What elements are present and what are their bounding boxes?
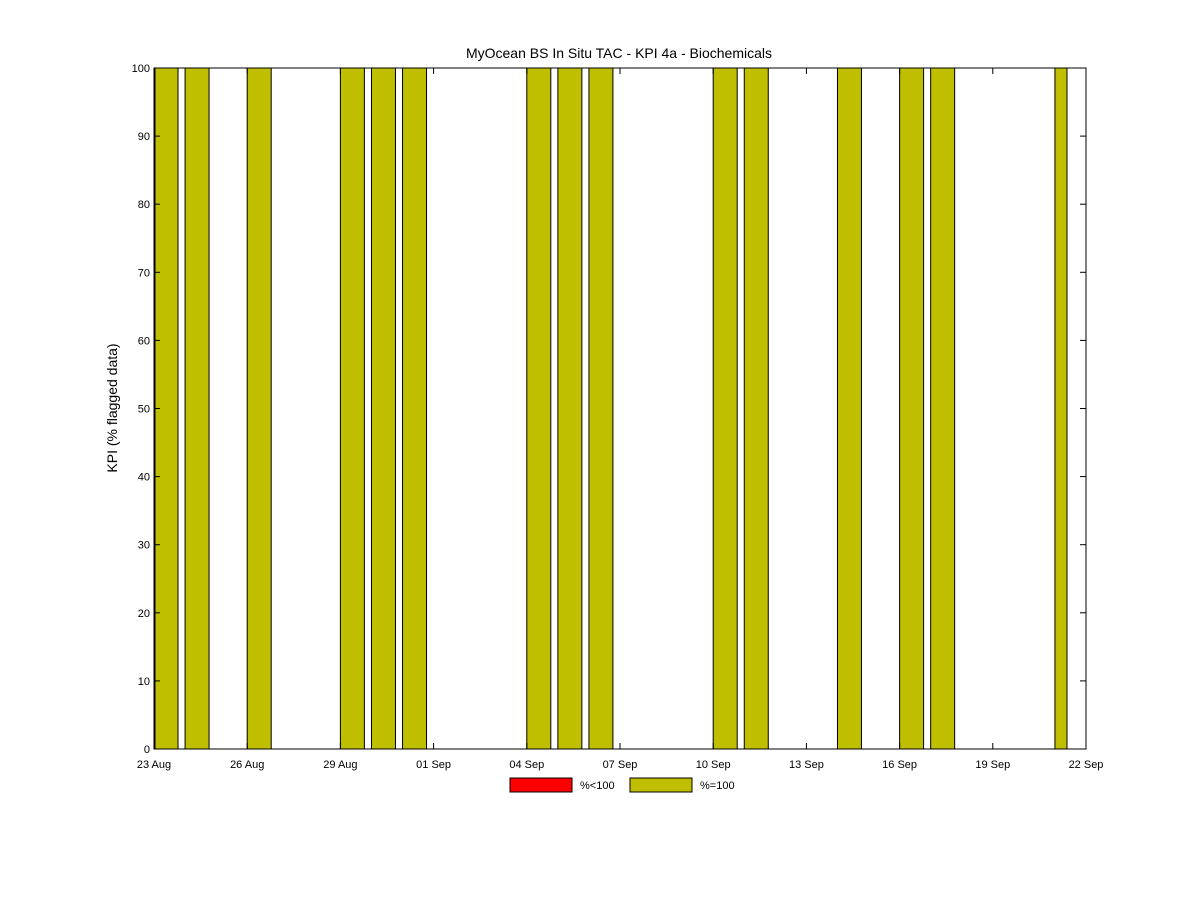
legend-swatch xyxy=(629,777,693,793)
y-tick-label: 70 xyxy=(138,267,150,279)
y-axis-label: KPI (% flagged data) xyxy=(104,343,120,472)
x-tick-label: 23 Aug xyxy=(137,759,171,771)
bar-17-sep xyxy=(930,67,956,750)
y-tick-label: 80 xyxy=(138,199,150,211)
bar-29-aug xyxy=(339,67,365,750)
bar-10-sep xyxy=(712,67,738,750)
x-axis-ticks: 23 Aug 26 Aug 29 Aug 01 Sep 04 Sep 07 Sep 10 S… xyxy=(137,68,1104,771)
bar-30-aug xyxy=(370,67,396,750)
legend-label: %<100 xyxy=(580,780,615,792)
legend-label: %=100 xyxy=(700,780,735,792)
x-tick-label: 07 Sep xyxy=(603,759,638,771)
bar-05-sep xyxy=(557,67,583,750)
bar-21-sep xyxy=(1054,67,1068,750)
y-tick-label: 20 xyxy=(138,608,150,620)
y-tick-label: 100 xyxy=(132,63,150,75)
y-tick-label: 0 xyxy=(144,744,150,756)
x-tick-label: 22 Sep xyxy=(1069,759,1104,771)
y-tick-label: 50 xyxy=(138,404,150,416)
x-tick-label: 10 Sep xyxy=(696,759,731,771)
x-tick-label: 26 Aug xyxy=(230,759,264,771)
x-tick-label: 29 Aug xyxy=(323,759,357,771)
legend-swatch xyxy=(509,777,573,793)
y-tick-label: 40 xyxy=(138,472,150,484)
chart-title: MyOcean BS In Situ TAC - KPI 4a - Bioche… xyxy=(466,45,772,61)
bar-24-aug xyxy=(184,67,210,750)
y-tick-label: 90 xyxy=(138,131,150,143)
bar-11-sep xyxy=(743,67,769,750)
bar-14-sep xyxy=(836,67,862,750)
x-tick-label: 19 Sep xyxy=(975,759,1010,771)
legend: %<100 %=100 xyxy=(509,777,735,793)
x-tick-label: 04 Sep xyxy=(509,759,544,771)
bar-26-aug xyxy=(246,67,272,750)
x-tick-label: 01 Sep xyxy=(416,759,451,771)
x-tick-label: 13 Sep xyxy=(789,759,824,771)
bars-layer xyxy=(154,67,1068,750)
bar-06-sep xyxy=(588,67,614,750)
x-tick-label: 16 Sep xyxy=(882,759,917,771)
bar-31-aug xyxy=(402,67,428,750)
y-tick-label: 10 xyxy=(138,676,150,688)
bar-16-sep xyxy=(899,67,925,750)
bar-04-sep xyxy=(526,67,552,750)
y-tick-label: 30 xyxy=(138,540,150,552)
y-axis-ticks: 0 10 20 30 40 50 60 70 80 90 100 xyxy=(132,63,1086,756)
y-tick-label: 60 xyxy=(138,335,150,347)
